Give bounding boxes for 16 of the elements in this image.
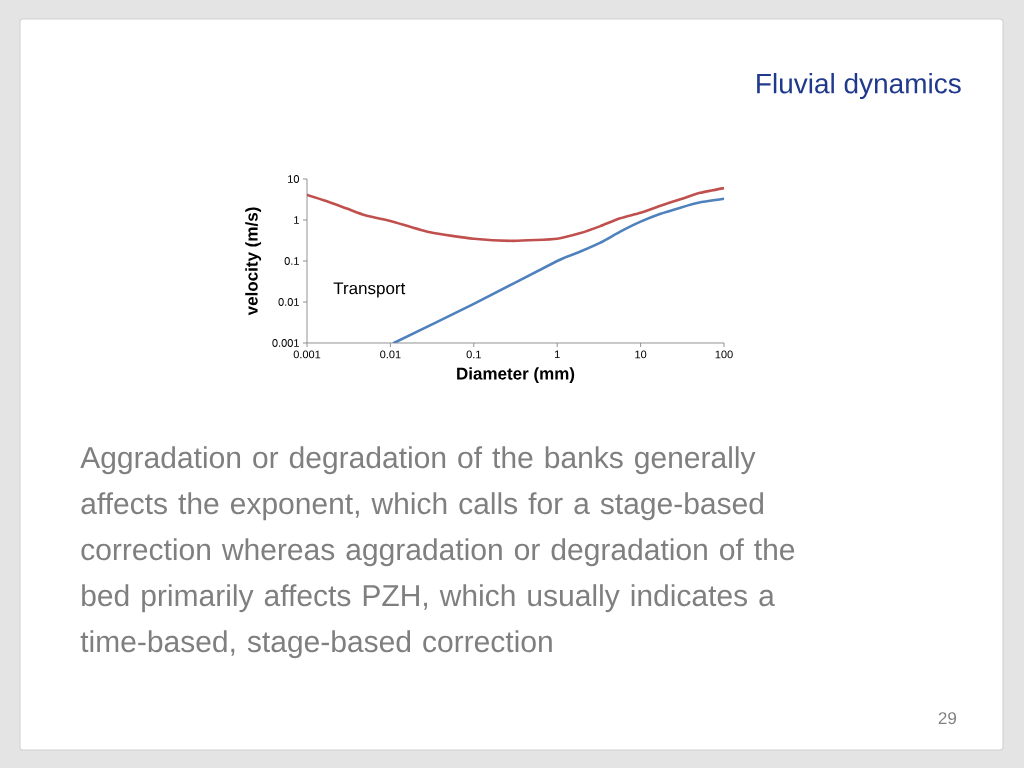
x-axis-title: Diameter (mm) xyxy=(457,367,575,384)
y-tick-label: 0.1 xyxy=(284,257,299,265)
annotation: Transport xyxy=(333,282,406,298)
y-axis-title: velocity (m/s) xyxy=(245,207,262,316)
y-tick-label: 1 xyxy=(294,216,299,224)
x-tick-label: 100 xyxy=(715,350,733,359)
y-tick-label: 0.01 xyxy=(278,298,299,306)
x-tick-label: 10 xyxy=(635,350,647,359)
x-tick-label: 0.1 xyxy=(466,350,481,359)
text: 29 xyxy=(938,712,957,725)
x-tick-label: 1 xyxy=(554,350,560,359)
y-tick-label: 0.001 xyxy=(272,339,299,347)
y-tick-label: 10 xyxy=(288,175,300,183)
text: Fluvial dynamics xyxy=(757,72,961,100)
text: Aggradation or degradation of the banks generally affects the exponent, which calls for a stage-based correction whereas aggradation or degradation of the bed primarily affects PZH, which usually indicates a time-based, stage-based correction xyxy=(80,446,795,659)
x-tick-label: 0.01 xyxy=(380,350,401,359)
